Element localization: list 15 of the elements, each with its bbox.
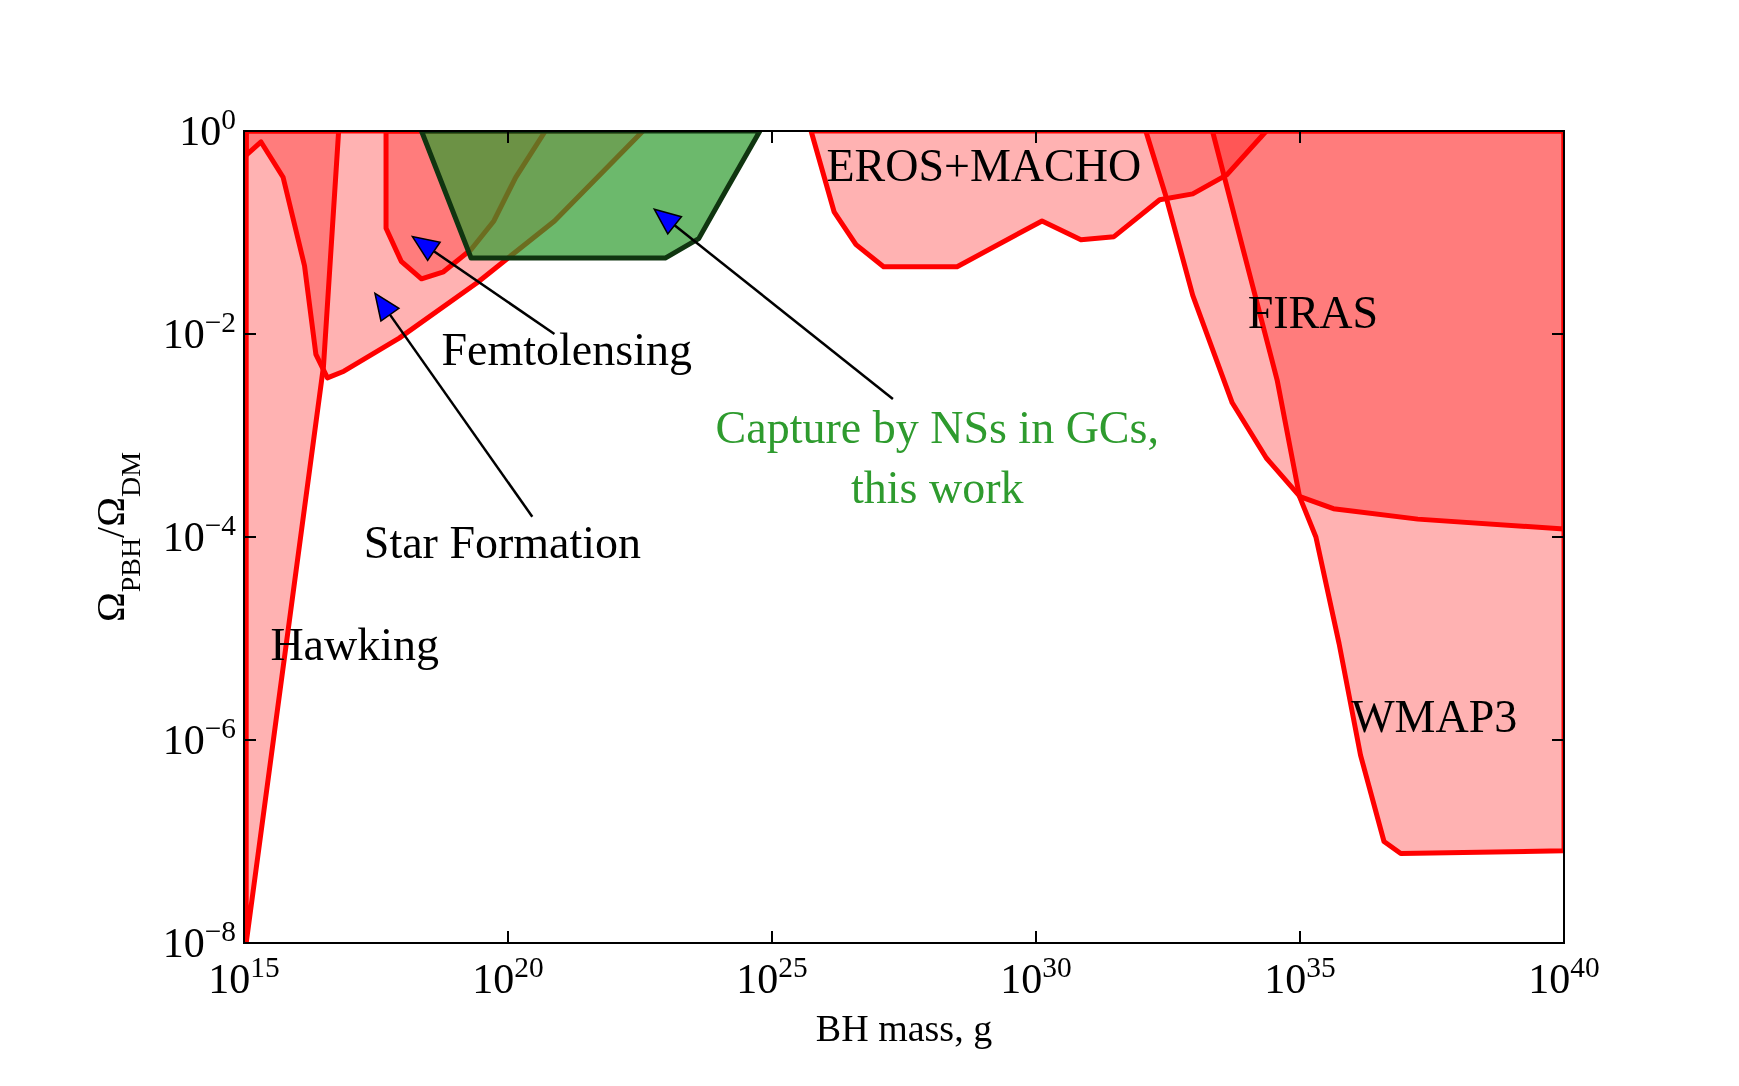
y-tick-label: 10$^{−4}$: [162, 509, 237, 560]
y-tick-label: 10$^{−2}$: [162, 306, 236, 357]
x-tick-label: 10$^{40}$: [1528, 951, 1600, 1002]
series-label: EROS+MACHO: [826, 139, 1142, 191]
x-axis-title: BH mass, g: [815, 1007, 993, 1049]
y-tick-label: 10$^{−6}$: [162, 712, 236, 763]
text: Capture by NSs in GCs, this work: [715, 402, 1159, 514]
y-tick-label: 10$^{0}$: [179, 103, 236, 154]
x-tick-label: 10$^{25}$: [736, 951, 808, 1002]
series-label: Femtolensing: [441, 323, 692, 375]
x-tick-label: 10$^{30}$: [1000, 951, 1072, 1002]
x-tick-label: 10$^{20}$: [472, 951, 544, 1002]
series-label: FIRAS: [1247, 286, 1379, 338]
x-tick-label: 10$^{35}$: [1264, 951, 1336, 1002]
text: Star Formation: [363, 516, 642, 568]
